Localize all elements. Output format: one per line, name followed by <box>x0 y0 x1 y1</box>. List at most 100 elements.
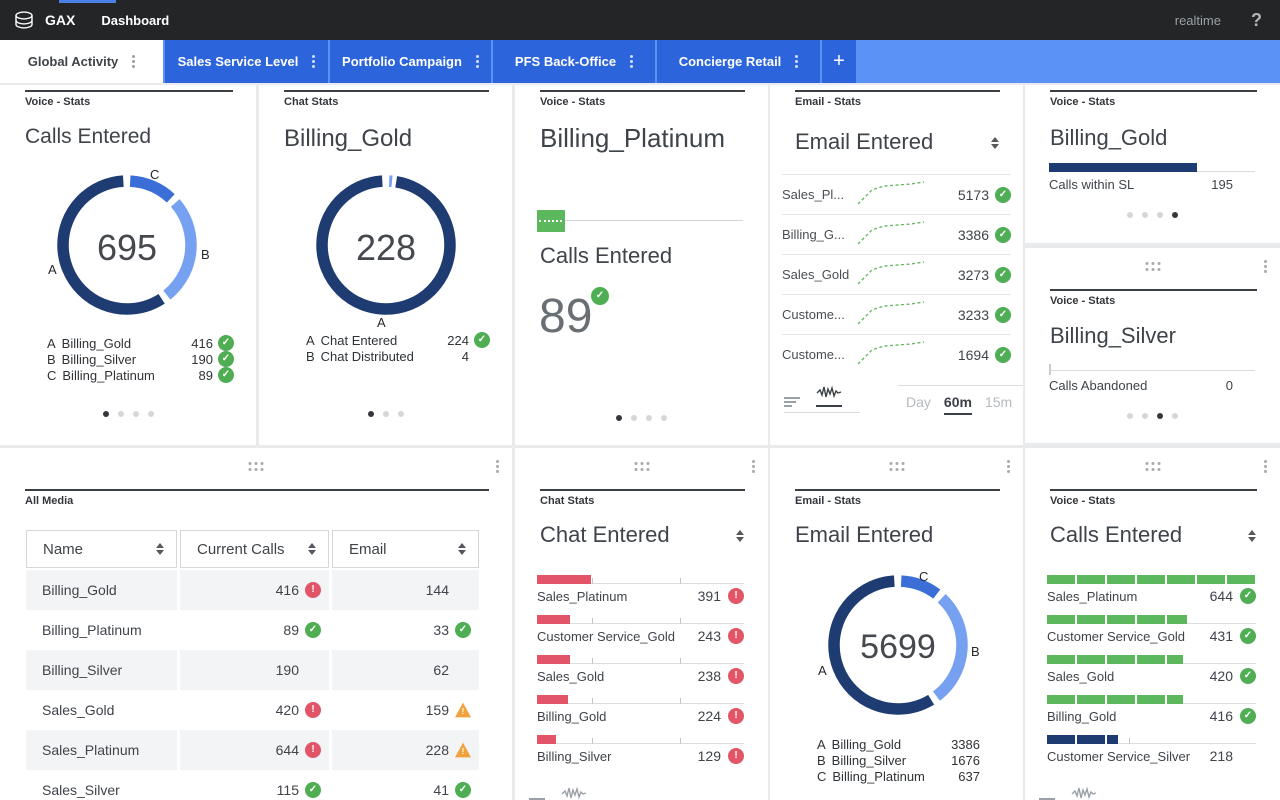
sparkline-view-icon[interactable] <box>1071 786 1097 800</box>
widget-billing-gold-sl: Voice - Stats Billing_Gold Calls within … <box>1025 85 1280 243</box>
status-ok-icon: ✓ <box>218 335 234 351</box>
list-view-icon[interactable] <box>529 798 545 800</box>
tab-menu-icon[interactable] <box>132 55 136 68</box>
cell-email: 159! <box>332 690 479 730</box>
range-15m[interactable]: 15m <box>984 394 1013 410</box>
cell-current-calls: 420! <box>180 690 329 730</box>
status-alert-icon: ! <box>728 628 744 644</box>
cell-email: 41 ✓ <box>332 770 479 800</box>
donut-chart <box>52 170 202 320</box>
legend-value: 1676 <box>951 752 980 768</box>
row-name: Sales_Pl... <box>782 187 845 202</box>
pagination-dots[interactable] <box>515 415 768 421</box>
drag-handle-icon[interactable] <box>248 462 264 471</box>
tab-sales-service-level[interactable]: Sales Service Level <box>165 40 328 83</box>
active-nav-indicator <box>59 0 116 3</box>
status-ok-icon: ✓ <box>305 622 321 638</box>
drag-handle-icon[interactable] <box>1145 462 1160 471</box>
widget-menu-icon[interactable] <box>1264 460 1267 473</box>
metric-value: 0 <box>1225 378 1233 393</box>
tab-concierge-retail[interactable]: Concierge Retail <box>657 40 820 83</box>
sort-icon[interactable] <box>1248 530 1256 542</box>
cell-current-calls: 115 ✓ <box>180 770 329 800</box>
status-ok-icon: ✓ <box>1240 628 1256 644</box>
legend-letter: A <box>47 335 56 351</box>
pagination-dots[interactable] <box>1025 212 1280 218</box>
column-header-email[interactable]: Email <box>332 530 479 568</box>
list-view-icon[interactable] <box>784 397 800 407</box>
metric-row: Calls within SL 195 <box>1049 177 1233 192</box>
cell-email: 33 ✓ <box>332 610 479 650</box>
column-label: Current Calls <box>197 540 285 558</box>
tab-menu-icon[interactable] <box>795 55 799 68</box>
widget-category: All Media <box>25 495 74 507</box>
widget-menu-icon[interactable] <box>1007 460 1010 473</box>
column-header-current-calls[interactable]: Current Calls <box>180 530 329 568</box>
tab-pfs-back-office[interactable]: PFS Back-Office <box>493 40 655 83</box>
widget-menu-icon[interactable] <box>1264 260 1267 273</box>
sort-icon[interactable] <box>308 543 316 555</box>
status-warn-icon: ! <box>455 702 471 718</box>
segment-label-a: A <box>818 663 827 678</box>
bar-fill <box>1047 735 1119 744</box>
tab-menu-icon[interactable] <box>312 55 316 68</box>
widget-title: Billing_Platinum <box>540 123 725 153</box>
sparkline-view-icon[interactable] <box>561 786 587 800</box>
list-view-icon[interactable] <box>1039 798 1055 800</box>
bar-row: Billing_Gold 416 ✓ <box>1047 695 1256 735</box>
sort-icon[interactable] <box>991 137 999 149</box>
legend-letter: A <box>306 332 315 348</box>
add-tab-button[interactable]: + <box>822 40 856 83</box>
widget-category: Voice - Stats <box>25 96 91 108</box>
bar-row: Sales_Gold 420 ✓ <box>1047 655 1256 695</box>
sort-icon[interactable] <box>156 543 164 555</box>
metric-row: Calls Abandoned 0 <box>1049 378 1233 393</box>
legend-letter: A <box>817 736 826 752</box>
cell-current-calls: 190 <box>180 650 329 690</box>
status-alert-icon: ! <box>728 668 744 684</box>
sort-icon[interactable] <box>736 530 744 542</box>
sparkline-view-icon[interactable] <box>816 385 842 407</box>
widget-billing-silver-abandoned: Voice - Stats Billing_Silver Calls Aband… <box>1025 248 1280 443</box>
view-toggle-group <box>529 786 605 800</box>
tab-menu-icon[interactable] <box>475 55 479 68</box>
widget-rule <box>1050 489 1257 491</box>
tab-portfolio-campaign[interactable]: Portfolio Campaign <box>330 40 491 83</box>
bar-row: Customer Service_Silver 218 <box>1047 735 1256 775</box>
range-60m[interactable]: 60m <box>943 394 972 415</box>
sparkline-icon <box>857 340 925 364</box>
cell-name: Sales_Platinum <box>26 730 177 770</box>
legend-item: C Billing_Platinum 637 <box>817 768 980 784</box>
help-icon[interactable]: ? <box>1251 9 1262 30</box>
time-range-selector: Day 60m 15m <box>898 385 1023 415</box>
drag-handle-icon[interactable] <box>889 462 904 471</box>
widget-rule <box>1050 289 1257 291</box>
metric-value: 195 <box>1211 177 1233 192</box>
widget-title: Billing_Gold <box>284 125 413 152</box>
range-day[interactable]: Day <box>906 394 931 410</box>
sort-icon[interactable] <box>458 543 466 555</box>
tab-global-activity[interactable]: Global Activity <box>0 40 163 83</box>
pagination-dots[interactable] <box>0 411 256 417</box>
legend-name: Chat Entered <box>320 332 398 348</box>
tab-menu-icon[interactable] <box>630 55 634 68</box>
drag-handle-icon[interactable] <box>1145 262 1160 271</box>
legend-item: A Chat Entered 224 ✓ <box>306 332 490 348</box>
widget-menu-icon[interactable] <box>752 460 755 473</box>
bar-row: Billing_Gold 224! <box>537 695 744 735</box>
nav-item-dashboard[interactable]: Dashboard <box>101 12 170 28</box>
donut-chart <box>311 170 461 320</box>
column-header-name[interactable]: Name <box>26 530 177 568</box>
drag-handle-icon[interactable] <box>634 462 649 471</box>
status-ok-icon: ✓ <box>455 622 471 638</box>
pagination-dots[interactable] <box>1025 413 1280 419</box>
widget-menu-icon[interactable] <box>496 460 499 473</box>
legend-item: C Billing_Platinum 89 ✓ <box>47 367 234 383</box>
status-ok-icon: ✓ <box>1240 708 1256 724</box>
widget-email-entered-list: Email - Stats Email Entered Sales_Pl... … <box>770 85 1023 445</box>
bar-fill <box>537 655 571 664</box>
status-ok-icon: ✓ <box>995 266 1011 283</box>
pagination-dots[interactable] <box>259 411 512 417</box>
cell-email: 228! <box>332 730 479 770</box>
legend-name: Billing_Platinum <box>832 768 925 784</box>
